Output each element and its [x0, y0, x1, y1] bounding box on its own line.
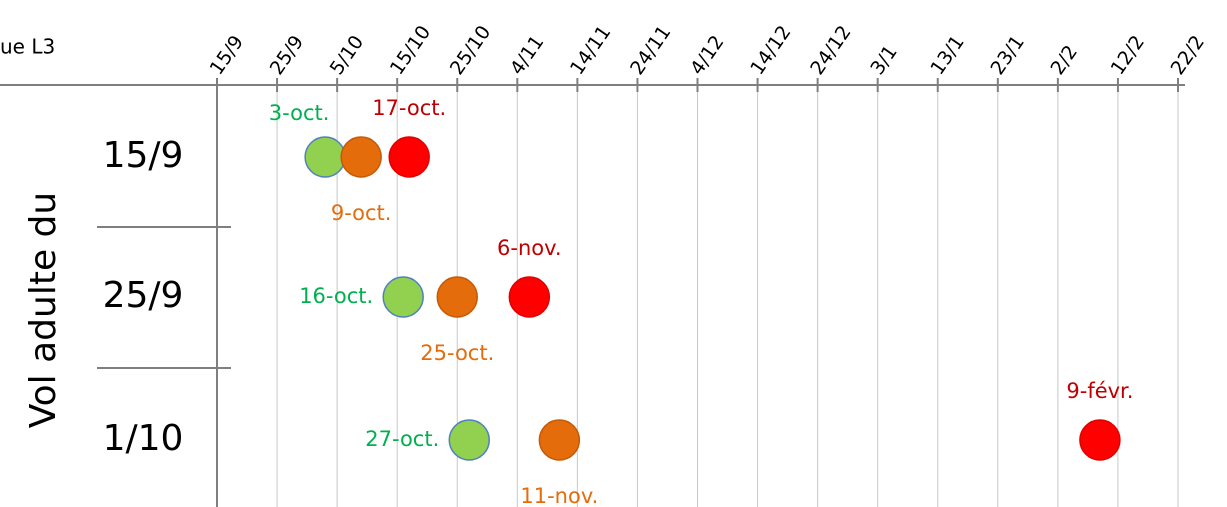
data-label: 17-oct. [372, 96, 446, 120]
header: ue L3 [0, 35, 55, 59]
x-tick-label: 13/1 [926, 31, 968, 79]
x-tick-label: 5/10 [326, 31, 368, 79]
dot [1079, 419, 1121, 461]
dot [508, 276, 551, 318]
data-label: 11-nov. [520, 484, 598, 507]
data-label: 9-févr. [1066, 379, 1133, 403]
data-label: 25-oct. [420, 341, 494, 365]
dot [538, 419, 581, 461]
x-tick-label: 12/2 [1107, 31, 1149, 79]
x-tick-label: 14/11 [566, 22, 615, 79]
x-tick-label: 24/11 [626, 22, 675, 79]
x-tick-label: 22/2 [1167, 31, 1209, 79]
dot [340, 136, 382, 178]
row-label: 1/10 [103, 418, 184, 459]
dot [388, 136, 430, 178]
x-tick-label: 24/12 [806, 22, 855, 79]
x-tick-label: 25/10 [446, 22, 495, 79]
data-label: 16-oct. [299, 284, 373, 308]
x-tick-label: 15/9 [206, 31, 248, 79]
data-label: 27-oct. [365, 427, 439, 451]
x-tick-label: 25/9 [266, 31, 308, 79]
row-label: 15/9 [103, 135, 184, 176]
row-label: 25/9 [103, 275, 184, 316]
y-axis-label: Vol adulte du [23, 192, 64, 428]
x-tick-label: 4/12 [686, 31, 728, 79]
dot [304, 136, 346, 178]
x-tick-label: 4/11 [506, 31, 548, 79]
data-label: 9-oct. [331, 201, 392, 225]
x-tick-label: 15/10 [386, 22, 435, 79]
data-label: 3-oct. [269, 101, 330, 125]
x-tick-label: 3/1 [866, 41, 902, 79]
x-tick-label: 2/2 [1046, 41, 1082, 79]
data-label: 6-nov. [497, 236, 562, 260]
dot [436, 276, 478, 318]
dot [382, 276, 424, 318]
dot [448, 419, 491, 461]
x-tick-label: 23/1 [986, 31, 1028, 79]
x-tick-label: 14/12 [746, 22, 795, 79]
